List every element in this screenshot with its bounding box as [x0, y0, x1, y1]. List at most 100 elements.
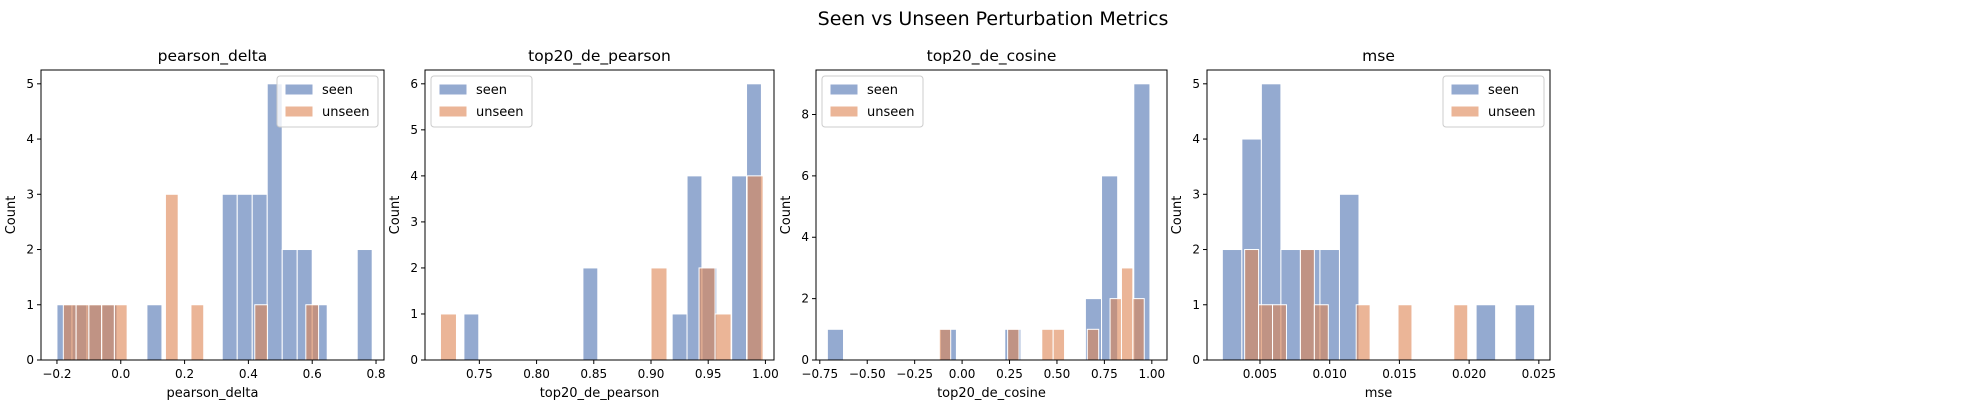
legend-label-unseen: unseen	[322, 105, 370, 120]
x-tick-label: 0.50	[1044, 367, 1071, 381]
chart-panel-2: 0.75 0.80 0.85 0.90 0.95 1.00 0 1 2 3 4 5 6 top20_de_…	[388, 47, 779, 401]
y-tick-label: 1	[1192, 298, 1200, 312]
y-tick-label: 3	[410, 215, 418, 229]
y-tick-label: 4	[26, 132, 34, 146]
histogram-bar-unseen	[714, 313, 732, 361]
x-tick-label: −0.2	[42, 367, 71, 381]
y-tick-label: 2	[801, 292, 809, 306]
y-axis-label: Count	[779, 196, 794, 235]
x-axis-label: mse	[1365, 386, 1392, 401]
histogram-bar-seen	[1475, 304, 1497, 361]
histogram-bar-unseen	[305, 304, 320, 361]
axes-frame	[424, 69, 775, 361]
histogram-bar-unseen	[1086, 328, 1100, 361]
y-tick-label: 4	[801, 230, 809, 244]
histogram-bar-unseen	[164, 193, 179, 361]
histogram-bar-seen	[281, 249, 298, 361]
histogram-bar-unseen	[101, 304, 115, 361]
histogram-bar-seen	[146, 304, 163, 361]
y-tick-label: 8	[801, 107, 809, 121]
histogram-bar-seen	[582, 267, 599, 361]
x-tick-label: 0.025	[1522, 367, 1556, 381]
panel-title: mse	[1362, 47, 1395, 65]
x-tick-label: 0.75	[1091, 367, 1118, 381]
chart-panel-4: 0.005 0.010 0.015 0.020 0.025 0 1 2 3 4 5 mse mse Cou…	[1170, 47, 1556, 401]
histogram-bar-unseen	[88, 304, 103, 361]
y-tick-label: 2	[410, 261, 418, 275]
x-tick-label: 0.25	[996, 367, 1023, 381]
histogram-bar-unseen	[62, 304, 77, 361]
histogram-bar-seen	[1221, 249, 1243, 361]
histogram-bar-unseen	[1258, 304, 1274, 361]
x-tick-label: 0.020	[1452, 367, 1486, 381]
legend: seen unseen	[1442, 75, 1545, 128]
histogram-bar-unseen	[1397, 304, 1413, 361]
y-tick-label: 3	[1192, 187, 1200, 201]
histogram-bar-unseen	[1244, 249, 1260, 361]
legend-swatch-unseen	[1450, 105, 1480, 118]
chart-panel-1: −0.2 0.0 0.2 0.4 0.6 0.8012345pearson_deltape…	[4, 47, 386, 401]
x-tick-label: −0.50	[849, 367, 886, 381]
legend: seen unseen	[276, 75, 379, 128]
histogram-bar-unseen	[938, 328, 952, 361]
y-tick-label: 0	[1192, 353, 1200, 367]
histogram-bar-unseen	[254, 304, 269, 361]
figure-title: Seen vs Unseen Perturbation Metrics	[818, 8, 1169, 30]
chart-panel-3: −0.75 −0.50 −0.25 0.00 0.25 0.50 0.75 1.00 0 2 4 6 8…	[779, 47, 1168, 401]
histogram-bar-unseen	[746, 175, 764, 361]
x-tick-label: −0.75	[801, 367, 838, 381]
x-axis-label: pearson_delta	[167, 386, 259, 401]
histogram-bar-unseen	[1120, 267, 1134, 361]
x-tick-label: 0.005	[1243, 367, 1277, 381]
legend-label-unseen: unseen	[476, 105, 524, 120]
histogram-bar-seen	[356, 249, 373, 361]
y-tick-label: 3	[26, 187, 34, 201]
legend: seen unseen	[430, 75, 533, 128]
x-tick-label: 1.00	[1138, 367, 1165, 381]
y-tick-label: 5	[410, 123, 418, 137]
x-axis-label: top20_de_pearson	[540, 386, 660, 401]
histogram-bar-seen	[1514, 304, 1536, 361]
y-tick-label: 4	[1192, 132, 1200, 146]
y-axis-label: Count	[388, 196, 403, 235]
histogram-bar-unseen	[1299, 249, 1315, 361]
histogram-bar-unseen	[1313, 304, 1329, 361]
panel-title: top20_de_cosine	[927, 47, 1057, 66]
x-tick-label: 0.2	[175, 367, 194, 381]
y-tick-label: 2	[26, 243, 34, 257]
histogram-bar-seen	[463, 313, 480, 361]
histogram-bar-unseen	[439, 313, 457, 361]
legend-label-seen: seen	[476, 83, 507, 98]
legend-swatch-seen	[829, 83, 859, 96]
y-tick-label: 1	[410, 307, 418, 321]
y-tick-label: 6	[801, 169, 809, 183]
histogram-bar-unseen	[1007, 328, 1020, 361]
y-tick-label: 1	[26, 298, 34, 312]
histogram-bar-unseen	[1132, 298, 1145, 361]
axes-frame	[815, 69, 1168, 361]
panel-title: top20_de_pearson	[528, 47, 671, 66]
x-tick-label: 1.00	[752, 367, 779, 381]
legend-swatch-unseen	[438, 105, 468, 118]
legend-label-seen: seen	[867, 83, 898, 98]
legend-swatch-seen	[284, 83, 314, 96]
y-tick-label: 5	[1192, 77, 1200, 91]
histogram-bar-seen	[731, 175, 748, 361]
histogram-bar-unseen	[698, 267, 716, 361]
y-tick-label: 0	[410, 353, 418, 367]
histogram-bar-unseen	[190, 304, 205, 361]
histogram-bar-unseen	[75, 304, 90, 361]
y-tick-label: 0	[801, 353, 809, 367]
x-tick-label: 0.85	[580, 367, 607, 381]
y-tick-label: 0	[26, 353, 34, 367]
legend-label-unseen: unseen	[867, 105, 915, 120]
legend: seen unseen	[821, 75, 924, 128]
y-axis-label: Count	[4, 196, 19, 235]
legend-label-seen: seen	[1488, 83, 1519, 98]
y-tick-label: 2	[1192, 243, 1200, 257]
x-tick-label: 0.6	[303, 367, 322, 381]
histogram-bar-unseen	[1052, 328, 1066, 361]
x-tick-label: 0.015	[1382, 367, 1416, 381]
histogram-bar-unseen	[113, 304, 128, 361]
y-tick-label: 4	[410, 169, 418, 183]
